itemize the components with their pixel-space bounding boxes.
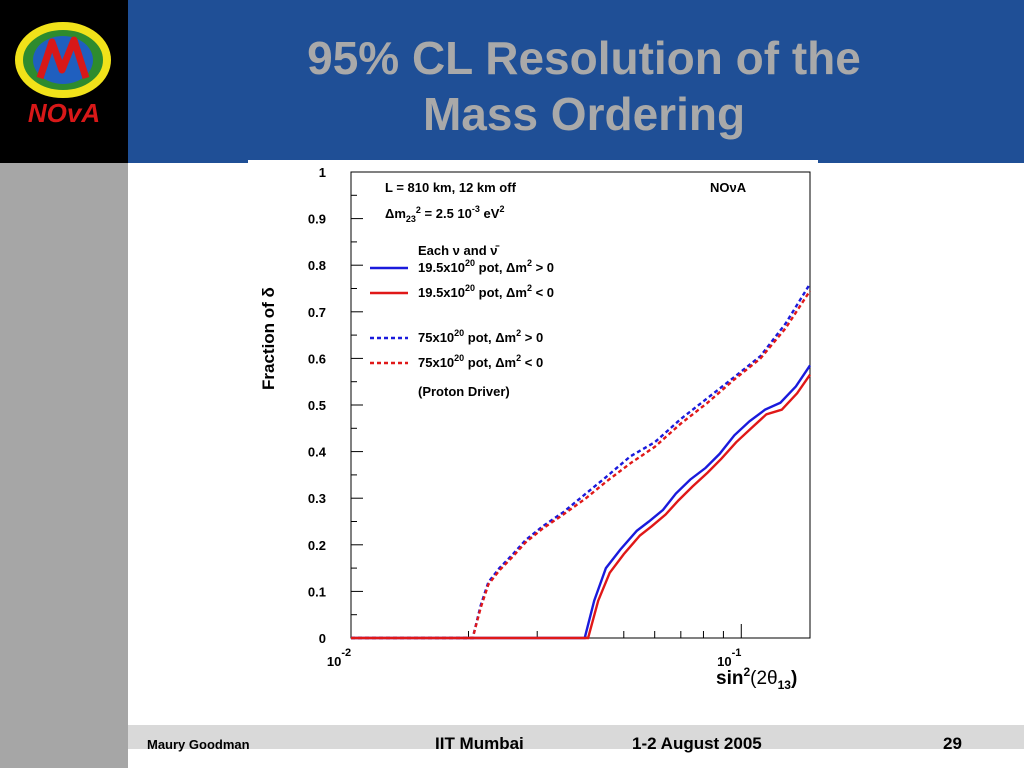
x-axis-label: sin2(2θ13) (716, 665, 797, 692)
y-tick-label: 0.5 (308, 398, 326, 413)
annotation-mass-splitting: Δm232 = 2.5 10-3 eV2 (385, 204, 504, 224)
y-tick-label: 0.4 (308, 445, 327, 460)
footer-date: 1-2 August 2005 (632, 734, 762, 753)
legend-entry-1: 19.5x1020 pot, Δm2 > 0 (418, 258, 554, 275)
legend-note: (Proton Driver) (418, 384, 510, 399)
x-tick-label: 10-1 (717, 647, 741, 669)
slide-title: 95% CL Resolution of the Mass Ordering (128, 30, 1024, 142)
footer-bar (128, 725, 1024, 749)
footer-venue: IIT Mumbai (435, 734, 524, 753)
legend-header: Each ν and ν̄ (418, 243, 499, 258)
footer-page-number: 29 (943, 734, 962, 753)
plot-frame (350, 171, 811, 639)
logo-wordmark: NOvA (28, 98, 100, 128)
y-tick-label: 0.8 (308, 258, 326, 273)
y-axis-label: Fraction of δ (259, 287, 278, 390)
slide-title-line-2: Mass Ordering (422, 88, 746, 140)
nova-logo-panel: NOvA (0, 0, 128, 163)
y-tick-label: 0 (319, 631, 326, 646)
series-line-2 (351, 374, 811, 640)
chart-panel: 0 0.1 0.2 0.3 0.4 0.5 0.6 0.7 0.8 0.9 1 10-2 10-1 F… (248, 160, 818, 695)
chart-svg: 0 0.1 0.2 0.3 0.4 0.5 0.6 0.7 0.8 0.9 1 10-2 10-1 F… (259, 165, 812, 692)
x-tick-label: 10-2 (327, 647, 351, 669)
y-tick-label: 0.1 (308, 584, 326, 599)
slide-title-line-1: 95% CL Resolution of the (307, 32, 861, 84)
series-line-4 (351, 290, 812, 640)
legend-entry-4: 75x1020 pot, Δm2 < 0 (418, 353, 543, 370)
series-line-1 (351, 364, 811, 640)
y-tick-label: 0.6 (308, 351, 326, 366)
legend-entry-2: 19.5x1020 pot, Δm2 < 0 (418, 283, 554, 300)
footer-author: Maury Goodman (147, 737, 250, 752)
y-tick-label: 1 (319, 165, 326, 180)
y-tick-label: 0.2 (308, 538, 326, 553)
y-tick-label: 0.3 (308, 491, 326, 506)
y-tick-label: 0.7 (308, 305, 326, 320)
legend-entry-3: 75x1020 pot, Δm2 > 0 (418, 328, 543, 345)
annotation-baseline: L = 810 km, 12 km off (385, 180, 517, 195)
nova-logo: NOvA (15, 22, 111, 128)
annotation-experiment: NOνA (710, 180, 747, 195)
y-tick-label: 0.9 (308, 212, 326, 227)
left-sidebar-bar (0, 163, 128, 768)
title-banner (128, 0, 1024, 163)
